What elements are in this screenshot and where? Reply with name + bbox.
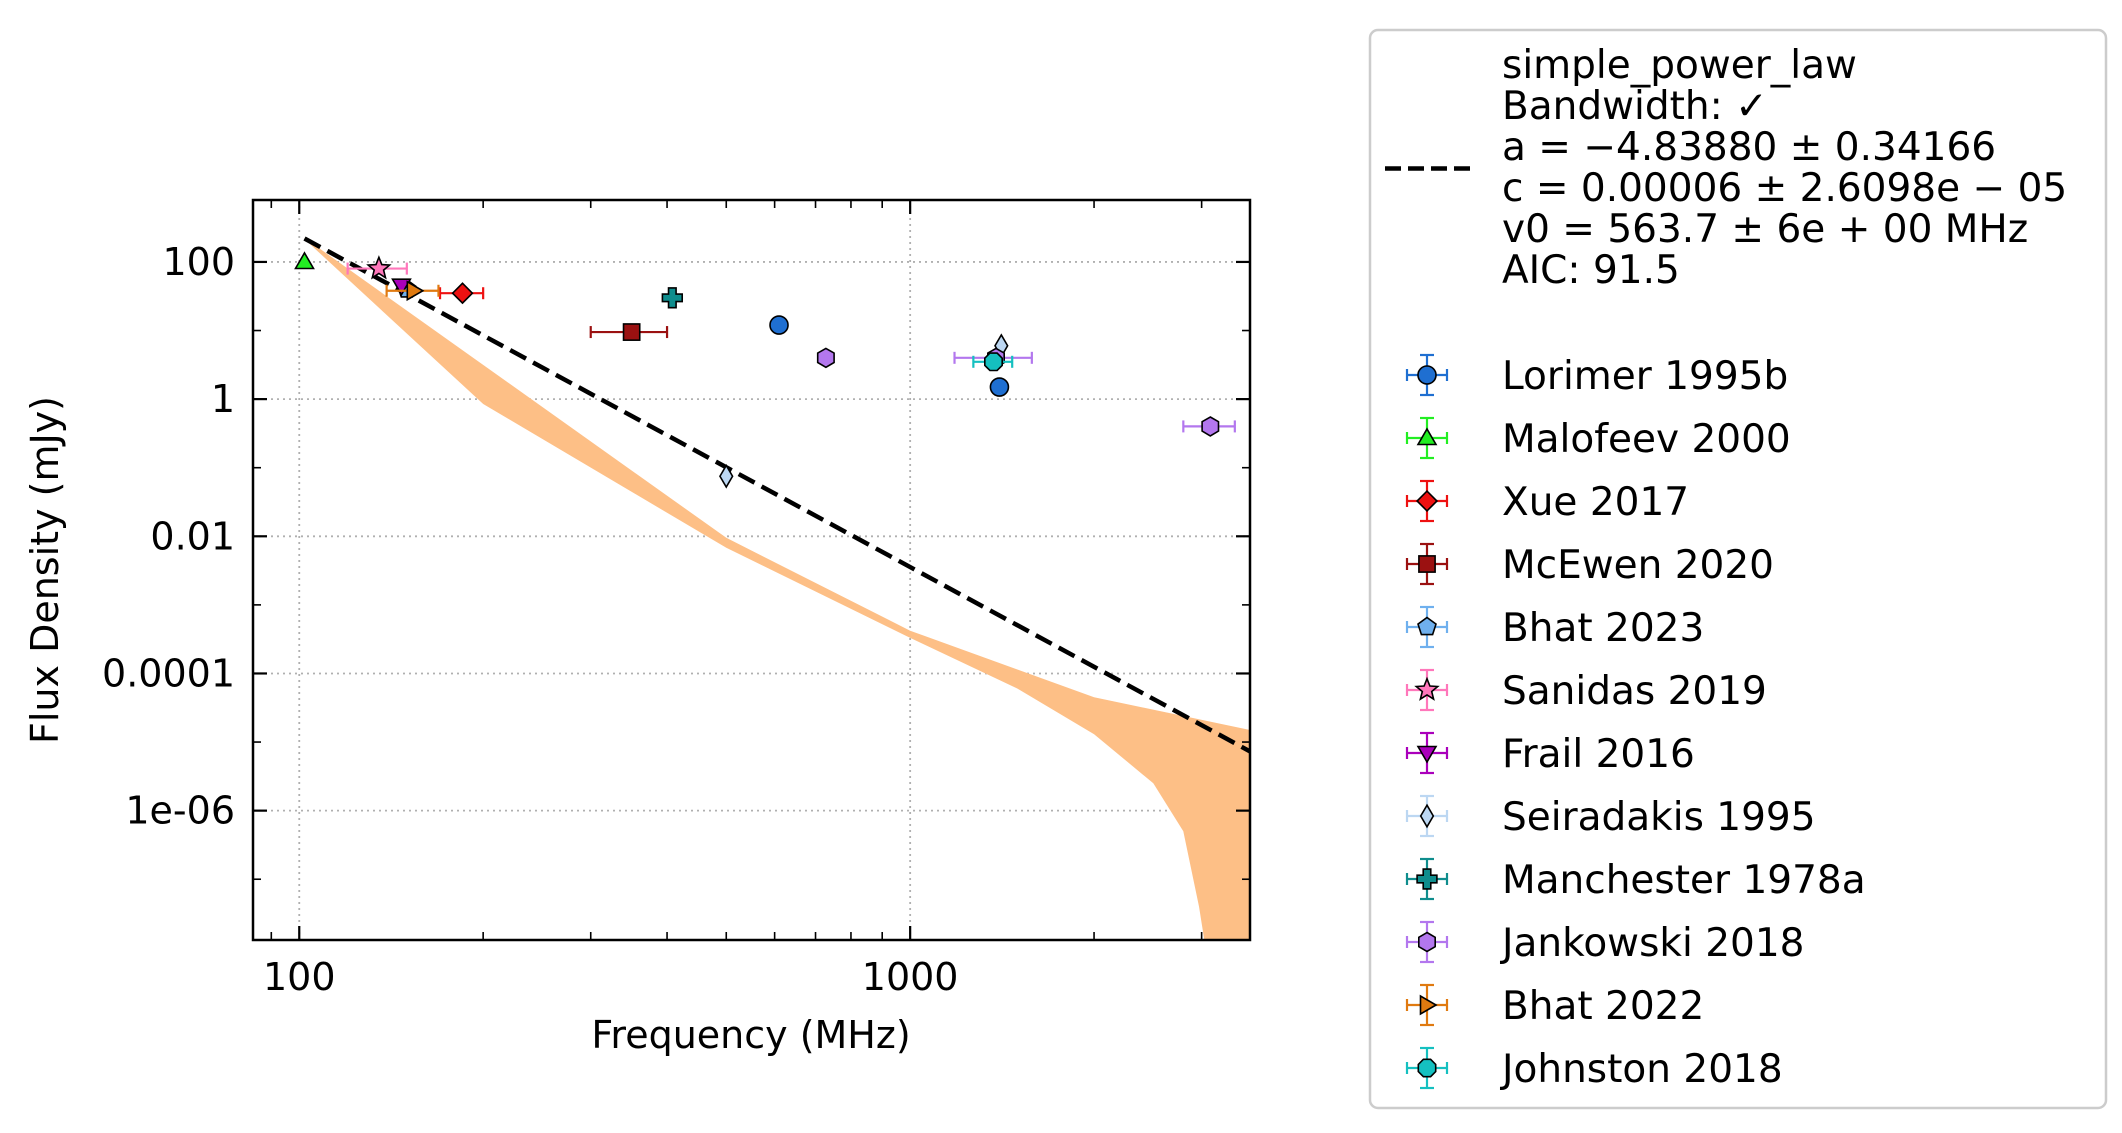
x-tick-label: 100 bbox=[263, 955, 336, 999]
data-point bbox=[391, 278, 412, 297]
legend-marker bbox=[1417, 616, 1437, 636]
legend-entry: Sanidas 2019 bbox=[1405, 668, 1767, 714]
y-tick-label: 0.0001 bbox=[102, 651, 235, 695]
legend-label: Jankowski 2018 bbox=[1499, 921, 1804, 966]
legend-marker bbox=[1416, 868, 1438, 890]
legend-label: Bhat 2023 bbox=[1502, 606, 1704, 651]
data-point bbox=[816, 347, 835, 369]
series-mcewen-2020 bbox=[589, 323, 669, 341]
data-point bbox=[451, 282, 474, 305]
series-lorimer-1995b bbox=[769, 315, 1010, 397]
fit-uncertainty-band bbox=[304, 237, 1250, 940]
legend-marker bbox=[1417, 365, 1437, 385]
legend-entry: Seiradakis 1995 bbox=[1405, 794, 1816, 840]
legend-label: McEwen 2020 bbox=[1502, 543, 1774, 588]
legend-marker bbox=[1419, 994, 1438, 1016]
data-point bbox=[989, 377, 1010, 397]
fit-line bbox=[303, 236, 1250, 754]
legend-label: Xue 2017 bbox=[1502, 480, 1689, 525]
plot-frame bbox=[251, 198, 1252, 942]
data-point bbox=[366, 255, 392, 280]
legend-entry: Manchester 1978a bbox=[1405, 857, 1866, 903]
data-point bbox=[661, 287, 684, 309]
series-johnston-2018 bbox=[972, 352, 1014, 372]
series-malofeev-2000 bbox=[294, 251, 315, 270]
legend-marker bbox=[1418, 931, 1436, 953]
y-tick-label: 1e-06 bbox=[125, 789, 235, 833]
data-point bbox=[622, 323, 641, 341]
legend-marker bbox=[1414, 676, 1440, 701]
legend-box bbox=[1368, 28, 2108, 1110]
legend-label: Manchester 1978a bbox=[1502, 858, 1866, 903]
legend-fit-text: a = −4.83880 ± 0.34166 bbox=[1502, 125, 1996, 170]
legend-label: Frail 2016 bbox=[1502, 732, 1695, 777]
legend-entry: Frail 2016 bbox=[1405, 731, 1695, 777]
x-axis-label: Frequency (MHz) bbox=[591, 1013, 910, 1057]
legend-marker bbox=[1418, 555, 1436, 573]
series-frail-2016 bbox=[391, 278, 412, 297]
legend-entry: McEwen 2020 bbox=[1405, 542, 1774, 588]
legend-marker bbox=[1415, 489, 1439, 513]
legend-entry: Jankowski 2018 bbox=[1405, 920, 1804, 966]
legend-label: Johnston 2018 bbox=[1499, 1047, 1783, 1092]
data-point bbox=[1201, 416, 1220, 437]
data-point bbox=[294, 251, 315, 270]
legend-entry: Lorimer 1995b bbox=[1405, 353, 1788, 399]
legend-fit-text: AIC: 91.5 bbox=[1502, 248, 1680, 293]
legend-label: Bhat 2022 bbox=[1502, 984, 1704, 1029]
data-points bbox=[294, 251, 1236, 489]
data-point bbox=[983, 352, 1004, 372]
legend-marker bbox=[1417, 1058, 1437, 1078]
legend-label: Lorimer 1995b bbox=[1502, 354, 1788, 399]
legend-label: Sanidas 2019 bbox=[1502, 669, 1767, 714]
legend-entry: Xue 2017 bbox=[1405, 479, 1689, 525]
grid-lines bbox=[253, 200, 1250, 940]
data-point bbox=[769, 315, 789, 335]
series-bhat-2022 bbox=[385, 280, 440, 302]
axis-ticks bbox=[253, 200, 1250, 940]
y-tick-label: 0.01 bbox=[150, 514, 235, 558]
legend-entry: Bhat 2023 bbox=[1405, 605, 1704, 651]
fit-band-area bbox=[304, 237, 1250, 940]
tick-labels: 100 1000 100 1 0.01 0.0001 1e-06 bbox=[102, 240, 958, 999]
legend-fit-text: v0 = 563.7 ± 6e + 00 MHz bbox=[1502, 207, 2028, 252]
legend-marker bbox=[1416, 427, 1438, 446]
series-xue-2017 bbox=[438, 282, 485, 305]
y-tick-label: 100 bbox=[162, 240, 235, 284]
data-point bbox=[719, 463, 734, 489]
legend-marker bbox=[1419, 803, 1435, 829]
y-tick-label: 1 bbox=[211, 377, 235, 421]
legend-marker bbox=[1416, 745, 1438, 764]
legend-label: Malofeev 2000 bbox=[1502, 417, 1791, 462]
fit-line-path bbox=[303, 236, 1250, 754]
y-axis-label: Flux Density (mJy) bbox=[23, 396, 67, 744]
legend-entry: Bhat 2022 bbox=[1405, 983, 1704, 1029]
legend-label: Seiradakis 1995 bbox=[1502, 795, 1816, 840]
legend-entry: Johnston 2018 bbox=[1405, 1046, 1783, 1092]
data-point bbox=[406, 280, 425, 302]
legend-entry: Malofeev 2000 bbox=[1405, 416, 1791, 462]
legend-fit-text: Bandwidth: ✓ bbox=[1502, 84, 1768, 129]
legend-fit-text: simple_power_law bbox=[1502, 43, 1857, 88]
legend-fit-text: c = 0.00006 ± 2.6098e − 05 bbox=[1502, 166, 2067, 211]
series-sanidas-2019 bbox=[346, 255, 408, 280]
x-tick-label: 1000 bbox=[862, 955, 959, 999]
series-manchester-1978a bbox=[661, 287, 684, 309]
